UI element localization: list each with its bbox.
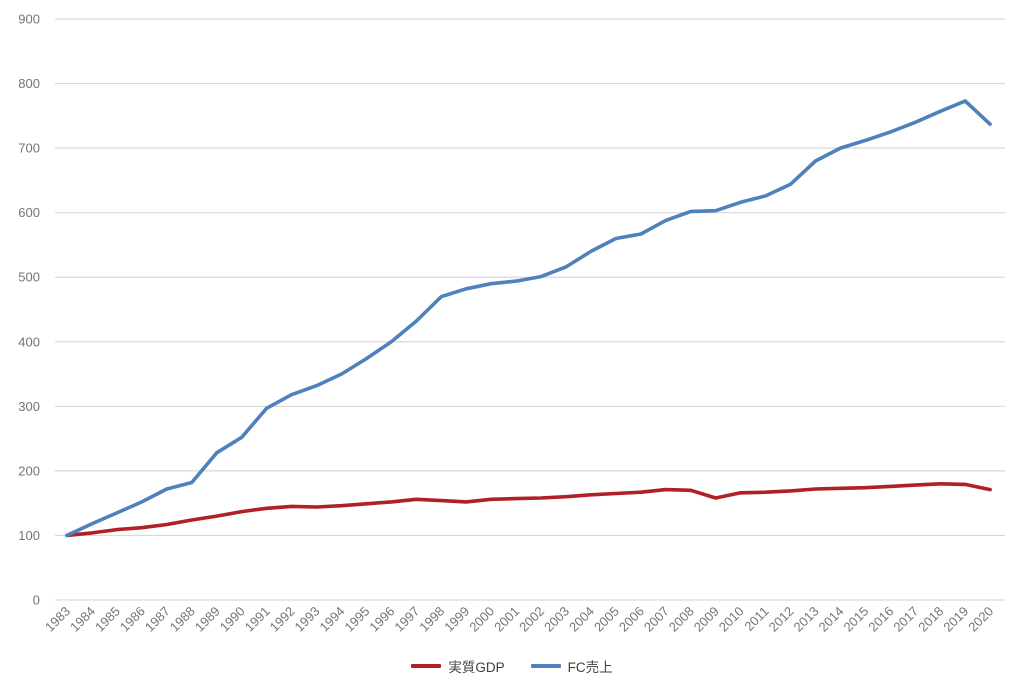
legend-swatch-real-gdp xyxy=(411,664,442,668)
y-tick-label-600: 600 xyxy=(18,205,40,220)
x-tick-label-2002: 2002 xyxy=(516,604,547,635)
x-tick-label-2009: 2009 xyxy=(691,604,722,635)
x-tick-label-1998: 1998 xyxy=(416,604,447,635)
x-tick-label-1997: 1997 xyxy=(391,604,422,635)
x-tick-label-1995: 1995 xyxy=(341,604,372,635)
x-tick-label-2011: 2011 xyxy=(741,604,771,634)
series-line-1 xyxy=(65,99,992,538)
y-tick-label-900: 900 xyxy=(18,12,40,27)
y-tick-label-300: 300 xyxy=(18,399,40,414)
x-tick-label-2016: 2016 xyxy=(865,604,896,635)
x-tick-label-1996: 1996 xyxy=(366,604,397,635)
y-tick-label-800: 800 xyxy=(18,76,40,91)
x-tick-label-1984: 1984 xyxy=(67,604,98,635)
x-tick-label-2015: 2015 xyxy=(840,604,871,635)
legend-label-fc-sales: FC売上 xyxy=(567,660,613,675)
x-tick-label-2004: 2004 xyxy=(566,604,597,635)
x-tick-label-2017: 2017 xyxy=(890,604,921,635)
x-tick-label-1992: 1992 xyxy=(267,604,298,635)
x-tick-label-1983: 1983 xyxy=(42,604,73,635)
x-tick-label-2006: 2006 xyxy=(616,604,647,635)
x-tick-label-1985: 1985 xyxy=(92,604,123,635)
x-tick-label-1990: 1990 xyxy=(217,604,248,635)
legend-item-real-gdp: 実質GDP xyxy=(411,656,505,676)
x-tick-label-2010: 2010 xyxy=(716,604,747,635)
legend-label-real-gdp: 実質GDP xyxy=(448,660,505,675)
x-tick-label-1991: 1991 xyxy=(242,604,273,635)
x-tick-label-1989: 1989 xyxy=(192,604,223,635)
x-tick-label-2012: 2012 xyxy=(766,604,797,635)
x-tick-label-2013: 2013 xyxy=(791,604,822,635)
y-tick-label-100: 100 xyxy=(18,528,40,543)
x-tick-label-2019: 2019 xyxy=(940,604,971,635)
x-tick-label-2001: 2001 xyxy=(491,604,522,635)
y-tick-label-0: 0 xyxy=(33,593,40,608)
x-tick-label-1987: 1987 xyxy=(142,604,173,635)
y-tick-label-400: 400 xyxy=(18,334,40,349)
x-tick-label-1999: 1999 xyxy=(441,604,472,635)
legend-swatch-fc-sales xyxy=(530,664,561,668)
legend-item-fc-sales: FC売上 xyxy=(530,656,613,676)
x-tick-label-2014: 2014 xyxy=(816,604,847,635)
chart-legend: 実質GDP FC売上 xyxy=(0,656,1024,676)
x-tick-label-1986: 1986 xyxy=(117,604,148,635)
x-tick-label-2007: 2007 xyxy=(641,604,672,635)
x-tick-label-2000: 2000 xyxy=(466,604,497,635)
x-tick-label-2018: 2018 xyxy=(915,604,946,635)
x-tick-label-2020: 2020 xyxy=(965,604,996,635)
x-tick-label-1993: 1993 xyxy=(292,604,323,635)
series-line-0 xyxy=(65,481,992,538)
x-tick-label-2008: 2008 xyxy=(666,604,697,635)
y-tick-label-700: 700 xyxy=(18,141,40,156)
x-tick-label-2003: 2003 xyxy=(541,604,572,635)
x-tick-label-2005: 2005 xyxy=(591,604,622,635)
x-tick-label-1988: 1988 xyxy=(167,604,198,635)
y-tick-label-200: 200 xyxy=(18,463,40,478)
y-tick-label-500: 500 xyxy=(18,270,40,285)
x-tick-label-1994: 1994 xyxy=(317,604,348,635)
